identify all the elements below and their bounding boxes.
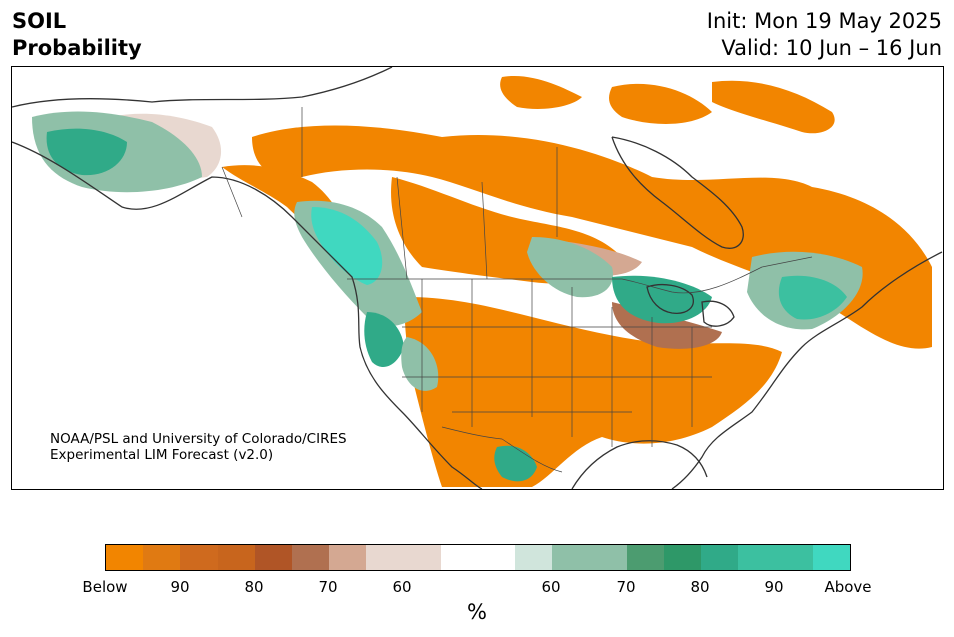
colorbar-segment <box>738 545 776 570</box>
colorbar-segment <box>403 545 441 570</box>
colorbar-unit: % <box>467 600 487 624</box>
coastline-gulf <box>571 440 708 489</box>
colorbar-segment <box>812 545 851 570</box>
quantity-name: Probability <box>12 36 142 60</box>
us-canada-border <box>347 256 813 294</box>
colorbar-tick-label: Above <box>824 578 872 596</box>
probability-colorbar <box>105 544 851 571</box>
colorbar-segment <box>701 545 739 570</box>
below-area-arctic-islands <box>500 76 835 134</box>
us-states <box>402 279 712 447</box>
credit-text: NOAA/PSL and University of Colorado/CIRE… <box>50 431 347 463</box>
colorbar-segment <box>366 545 404 570</box>
credit-line-2: Experimental LIM Forecast (v2.0) <box>50 447 274 463</box>
us-mexico-border <box>441 426 563 473</box>
above-normal-areas <box>32 111 863 482</box>
above-area-california <box>364 312 404 367</box>
colorbar-tick-label: 90 <box>764 578 784 596</box>
colorbar-segment <box>106 545 144 570</box>
colorbar-segment <box>180 545 218 570</box>
above-area-upper-midwest <box>527 237 613 298</box>
colorbar-tick-label: Below <box>82 578 128 596</box>
colorbar-segment <box>664 545 702 570</box>
colorbar-segment <box>440 545 479 570</box>
colorbar-tick-label: 80 <box>244 578 264 596</box>
credit-line-1: NOAA/PSL and University of Colorado/CIRE… <box>50 431 347 447</box>
colorbar-tick-label: 70 <box>616 578 636 596</box>
above-area-pacific-nw-core <box>311 207 383 285</box>
below-area-us-west <box>404 297 782 487</box>
north-america-map <box>12 67 943 489</box>
great-lakes <box>646 284 735 327</box>
colorbar-segment <box>478 545 516 570</box>
state-province-borders <box>221 107 813 473</box>
colorbar-tick-label: 60 <box>392 578 412 596</box>
above-area-southwest <box>401 337 439 391</box>
colorbar-tick-label: 80 <box>690 578 710 596</box>
above-area-new-england-core <box>778 275 847 320</box>
colorbar-segment <box>589 545 627 570</box>
coastlines <box>12 67 943 489</box>
colorbar-segment <box>254 545 293 570</box>
colorbar-segment <box>626 545 665 570</box>
above-area-alaska-core <box>46 128 127 176</box>
coastline-arctic <box>12 67 393 108</box>
colorbar-segment <box>775 545 813 570</box>
map-panel: NOAA/PSL and University of Colorado/CIRE… <box>11 66 944 490</box>
colorbar-segment <box>292 545 330 570</box>
variable-name: SOIL <box>12 9 67 33</box>
valid-dates: Valid: 10 Jun – 16 Jun <box>721 36 942 60</box>
coastline-pacific <box>12 141 483 489</box>
colorbar-segment <box>552 545 590 570</box>
colorbar-tick-label: 90 <box>170 578 190 596</box>
map-title: SOIL Probability <box>12 8 142 62</box>
canada-provinces <box>221 107 558 280</box>
colorbar-segment <box>143 545 181 570</box>
colorbar-tick-label: 60 <box>541 578 561 596</box>
coastline-hudson-bay <box>611 136 744 249</box>
init-date: Init: Mon 19 May 2025 <box>706 9 942 33</box>
colorbar-segment <box>329 545 367 570</box>
colorbar-segment <box>515 545 553 570</box>
coastline-atlantic <box>671 251 943 489</box>
below-area-canada-south <box>252 125 932 349</box>
colorbar-tick-label: 70 <box>318 578 338 596</box>
forecast-dates: Init: Mon 19 May 2025 Valid: 10 Jun – 16… <box>707 8 942 62</box>
colorbar-segment <box>217 545 255 570</box>
